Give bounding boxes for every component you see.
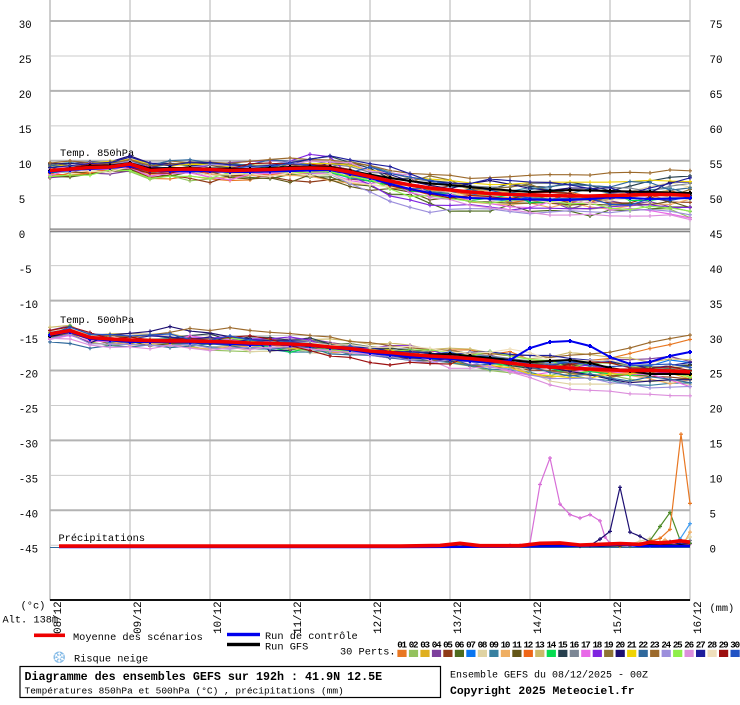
svg-text:01: 01 bbox=[397, 639, 407, 650]
svg-text:23: 23 bbox=[650, 639, 660, 650]
svg-text:5: 5 bbox=[710, 510, 716, 522]
svg-text:16: 16 bbox=[570, 639, 580, 650]
svg-text:70: 70 bbox=[710, 55, 723, 67]
svg-text:45: 45 bbox=[710, 230, 723, 242]
svg-text:18: 18 bbox=[593, 639, 603, 650]
svg-text:10: 10 bbox=[710, 475, 723, 487]
svg-text:04: 04 bbox=[432, 639, 442, 650]
svg-text:13/12: 13/12 bbox=[453, 601, 465, 633]
svg-text:-15: -15 bbox=[19, 335, 38, 347]
svg-text:15: 15 bbox=[710, 440, 723, 452]
svg-text:10/12: 10/12 bbox=[213, 601, 225, 633]
svg-text:14/12: 14/12 bbox=[533, 601, 545, 633]
svg-text:10: 10 bbox=[501, 639, 511, 650]
svg-text:10: 10 bbox=[19, 160, 32, 172]
svg-text:20: 20 bbox=[19, 90, 32, 102]
svg-text:02: 02 bbox=[409, 639, 419, 650]
svg-text:Copyright 2025 Meteociel.fr: Copyright 2025 Meteociel.fr bbox=[450, 686, 635, 698]
svg-text:50: 50 bbox=[710, 195, 723, 207]
svg-text:40: 40 bbox=[710, 265, 723, 277]
svg-text:Temp. 500hPa: Temp. 500hPa bbox=[60, 315, 134, 327]
svg-text:20: 20 bbox=[710, 405, 723, 417]
svg-text:Moyenne des scénarios: Moyenne des scénarios bbox=[73, 632, 203, 644]
svg-text:75: 75 bbox=[710, 20, 723, 32]
svg-text:25: 25 bbox=[673, 639, 683, 650]
svg-text:Précipitations: Précipitations bbox=[59, 533, 146, 545]
svg-text:-30: -30 bbox=[19, 440, 38, 452]
svg-text:-25: -25 bbox=[19, 405, 38, 417]
svg-text:21: 21 bbox=[627, 639, 637, 650]
svg-text:03: 03 bbox=[420, 639, 430, 650]
svg-text:Temp. 850hPa: Temp. 850hPa bbox=[60, 148, 134, 160]
svg-text:11/12: 11/12 bbox=[293, 601, 305, 633]
svg-text:Diagramme des ensembles GEFS s: Diagramme des ensembles GEFS sur 192h : … bbox=[25, 670, 383, 684]
svg-text:(mm): (mm) bbox=[710, 603, 735, 615]
svg-text:(°c): (°c) bbox=[21, 601, 46, 613]
svg-text:20: 20 bbox=[615, 639, 625, 650]
svg-text:25: 25 bbox=[19, 55, 32, 67]
svg-text:-10: -10 bbox=[19, 300, 38, 312]
svg-text:24: 24 bbox=[661, 639, 671, 650]
svg-text:26: 26 bbox=[684, 639, 694, 650]
svg-text:15: 15 bbox=[19, 125, 32, 137]
svg-text:30: 30 bbox=[730, 639, 740, 650]
svg-text:Run de contrôle: Run de contrôle bbox=[265, 631, 358, 643]
svg-text:27: 27 bbox=[696, 639, 706, 650]
svg-text:Risque neige: Risque neige bbox=[74, 654, 148, 666]
svg-text:60: 60 bbox=[710, 125, 723, 137]
svg-text:Alt. 138m: Alt. 138m bbox=[3, 615, 59, 627]
svg-text:30: 30 bbox=[19, 20, 32, 32]
svg-text:19: 19 bbox=[604, 639, 614, 650]
svg-text:14: 14 bbox=[547, 639, 557, 650]
svg-text:5: 5 bbox=[19, 195, 25, 207]
svg-text:15: 15 bbox=[558, 639, 568, 650]
svg-text:Run GFS: Run GFS bbox=[265, 642, 308, 654]
svg-text:65: 65 bbox=[710, 90, 723, 102]
svg-text:13: 13 bbox=[535, 639, 545, 650]
svg-text:05: 05 bbox=[443, 639, 453, 650]
svg-text:12: 12 bbox=[524, 639, 534, 650]
svg-text:29: 29 bbox=[719, 639, 729, 650]
svg-text:-35: -35 bbox=[19, 475, 38, 487]
svg-text:55: 55 bbox=[710, 160, 723, 172]
svg-text:0: 0 bbox=[710, 545, 716, 557]
svg-text:15/12: 15/12 bbox=[613, 601, 625, 633]
svg-text:16/12: 16/12 bbox=[693, 601, 705, 633]
svg-text:30: 30 bbox=[710, 335, 723, 347]
svg-text:06: 06 bbox=[455, 639, 465, 650]
svg-text:08/12: 08/12 bbox=[53, 601, 65, 633]
svg-text:-40: -40 bbox=[19, 510, 38, 522]
svg-text:09/12: 09/12 bbox=[133, 601, 145, 633]
svg-text:-5: -5 bbox=[19, 265, 32, 277]
svg-text:30 Perts.: 30 Perts. bbox=[340, 647, 396, 659]
svg-text:0: 0 bbox=[19, 230, 25, 242]
svg-text:08: 08 bbox=[478, 639, 488, 650]
svg-text:Températures 850hPa et 500hPa: Températures 850hPa et 500hPa (°C) , pré… bbox=[25, 686, 344, 697]
svg-text:11: 11 bbox=[512, 639, 522, 650]
svg-text:17: 17 bbox=[581, 639, 591, 650]
svg-text:-20: -20 bbox=[19, 370, 38, 382]
svg-text:Ensemble GEFS du 08/12/2025 -: Ensemble GEFS du 08/12/2025 - 00Z bbox=[450, 670, 648, 682]
svg-text:35: 35 bbox=[710, 300, 723, 312]
svg-text:22: 22 bbox=[638, 639, 648, 650]
svg-text:25: 25 bbox=[710, 370, 723, 382]
svg-text:12/12: 12/12 bbox=[373, 601, 385, 633]
svg-text:-45: -45 bbox=[19, 545, 38, 557]
svg-text:09: 09 bbox=[489, 639, 499, 650]
svg-text:28: 28 bbox=[707, 639, 717, 650]
svg-text:07: 07 bbox=[466, 639, 476, 650]
